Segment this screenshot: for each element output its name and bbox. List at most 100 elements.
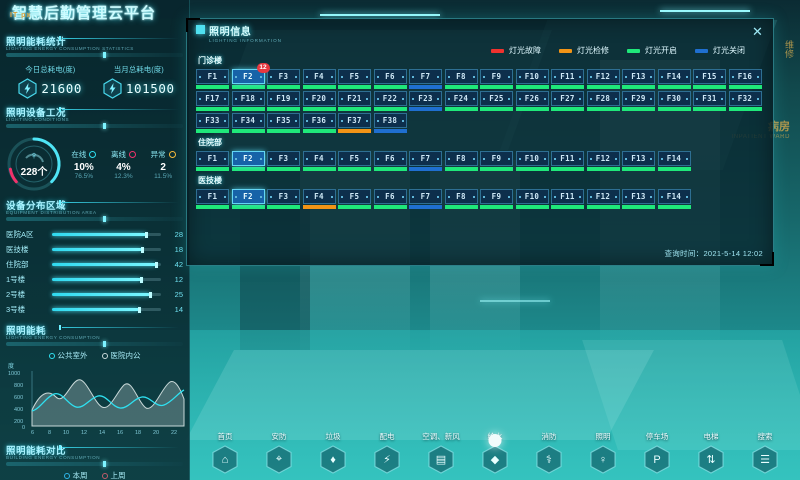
floor-button[interactable]: F6 [373,69,407,84]
floor-cell[interactable]: F26 [515,91,549,111]
floor-cell[interactable]: F2 12 [231,63,270,89]
trash-icon[interactable]: ♦ [320,445,346,474]
home-icon[interactable]: ⌂ [212,445,238,474]
list-item[interactable]: 住院部 42 [6,257,183,272]
floor-button[interactable]: F24 [444,91,478,106]
floor-button[interactable]: F3 [267,189,300,204]
floor-cell[interactable]: F15 [693,69,726,89]
floor-cell[interactable]: F11 [551,151,584,171]
floor-cell[interactable]: F33 [196,113,229,133]
floor-cell[interactable]: F27 [551,91,584,111]
floor-cell[interactable]: F6 [373,151,407,171]
floor-button[interactable]: F17 [196,91,229,106]
bulb-icon[interactable]: ♀ [590,445,616,474]
floor-cell[interactable]: F5 [338,69,371,89]
floor-cell[interactable]: F12 [586,189,620,209]
nav-item-water[interactable]: 给水◆ [473,431,517,474]
floor-cell[interactable]: F2 [231,189,265,209]
floor-cell[interactable]: F4 [302,69,336,89]
fire-icon[interactable]: ⚕ [536,445,562,474]
floor-button[interactable]: F30 [657,91,691,106]
floor-cell[interactable]: F11 [551,189,584,209]
floor-cell[interactable]: F11 [551,69,584,89]
nav-item-search[interactable]: 搜索 ☰ [743,431,787,474]
floor-cell[interactable]: F4 [302,151,336,171]
floor-cell[interactable]: F28 [586,91,620,111]
nav-item-fire[interactable]: 消防 ⚕ [527,431,571,474]
floor-cell[interactable]: F3 [267,151,300,171]
floor-button[interactable]: F5 [338,151,371,166]
floor-button[interactable]: F5 [338,69,371,84]
floor-button[interactable]: F11 [551,151,584,166]
floor-cell[interactable]: F1 [196,69,229,89]
floor-button[interactable]: F16 [728,69,762,84]
list-item[interactable]: 2号楼 25 [6,287,183,302]
floor-button[interactable]: F29 [622,91,655,106]
nav-item-hvac[interactable]: 空调、新风 ▤ [419,431,463,474]
floor-button[interactable]: F18 [231,91,265,106]
floor-button[interactable]: F4 [302,69,336,84]
floor-cell[interactable]: F17 [196,91,229,111]
floor-button[interactable]: F7 [409,151,442,166]
floor-button[interactable]: F6 [373,189,407,204]
floor-cell[interactable]: F13 [622,189,655,209]
floor-button[interactable]: F8 [444,69,478,84]
floor-button[interactable]: F14 [657,151,691,166]
floor-cell[interactable]: F37 [338,113,371,133]
list-item[interactable]: 1号楼 12 [6,272,183,287]
list-item[interactable]: 医院A区 28 [6,227,183,242]
floor-button[interactable]: F5 [338,189,371,204]
camera-icon[interactable]: ⌖ [266,445,292,474]
floor-cell[interactable]: F1 [196,151,229,171]
floor-button[interactable]: F34 [231,113,265,128]
legend-item[interactable]: 本周 [63,470,88,480]
floor-cell[interactable]: F13 [622,151,655,171]
floor-button[interactable]: F10 [515,189,549,204]
floor-button[interactable]: F11 [551,69,584,84]
floor-cell[interactable]: F5 [338,151,371,171]
floor-button[interactable]: F13 [622,69,655,84]
floor-cell[interactable]: F32 [728,91,762,111]
floor-button[interactable]: F37 [338,113,371,128]
parking-icon[interactable]: P [644,445,670,474]
floor-button[interactable]: F13 [622,189,655,204]
hvac-icon[interactable]: ▤ [428,445,454,474]
floor-button[interactable]: F1 [196,189,229,204]
floor-button[interactable]: F32 [728,91,762,106]
floor-button[interactable]: F31 [693,91,726,106]
floor-cell[interactable]: F18 [231,91,265,111]
legend-item[interactable]: 公共室外 [48,350,88,361]
legend-item[interactable]: 上周 [101,470,126,480]
floor-cell[interactable]: F36 [302,113,336,133]
floor-cell[interactable]: F14 [657,151,691,171]
floor-button[interactable]: F11 [551,189,584,204]
floor-cell[interactable]: F8 [444,151,478,171]
floor-cell[interactable]: F16 [728,69,762,89]
floor-cell[interactable]: F12 [586,69,620,89]
nav-item-elevator[interactable]: 电梯 ⇅ [689,431,733,474]
floor-button[interactable]: F4 [302,151,336,166]
floor-button[interactable]: F10 [515,151,549,166]
floor-button[interactable]: F10 [515,69,549,84]
floor-cell[interactable]: F7 [409,151,442,171]
floor-cell[interactable]: F9 [480,151,513,171]
floor-cell[interactable]: F8 [444,69,478,89]
nav-item-bolt[interactable]: 配电 ⚡ [365,431,409,474]
floor-cell[interactable]: F25 [480,91,513,111]
floor-cell[interactable]: F7 [409,189,442,209]
floor-button[interactable]: F8 [444,189,478,204]
floor-cell[interactable]: F14 [657,189,691,209]
floor-button[interactable]: F7 [409,69,442,84]
floor-cell[interactable]: F8 [444,189,478,209]
floor-cell[interactable]: F10 [515,189,549,209]
floor-button[interactable]: F2 [231,69,265,84]
floor-button[interactable]: F28 [586,91,620,106]
floor-button[interactable]: F8 [444,151,478,166]
floor-cell[interactable]: F12 [586,151,620,171]
floor-button[interactable]: F33 [196,113,229,128]
floor-cell[interactable]: F34 [231,113,265,133]
floor-cell[interactable]: F6 [373,189,407,209]
floor-cell[interactable]: F19 [267,91,300,111]
elevator-icon[interactable]: ⇅ [698,445,724,474]
floor-button[interactable]: F13 [622,151,655,166]
